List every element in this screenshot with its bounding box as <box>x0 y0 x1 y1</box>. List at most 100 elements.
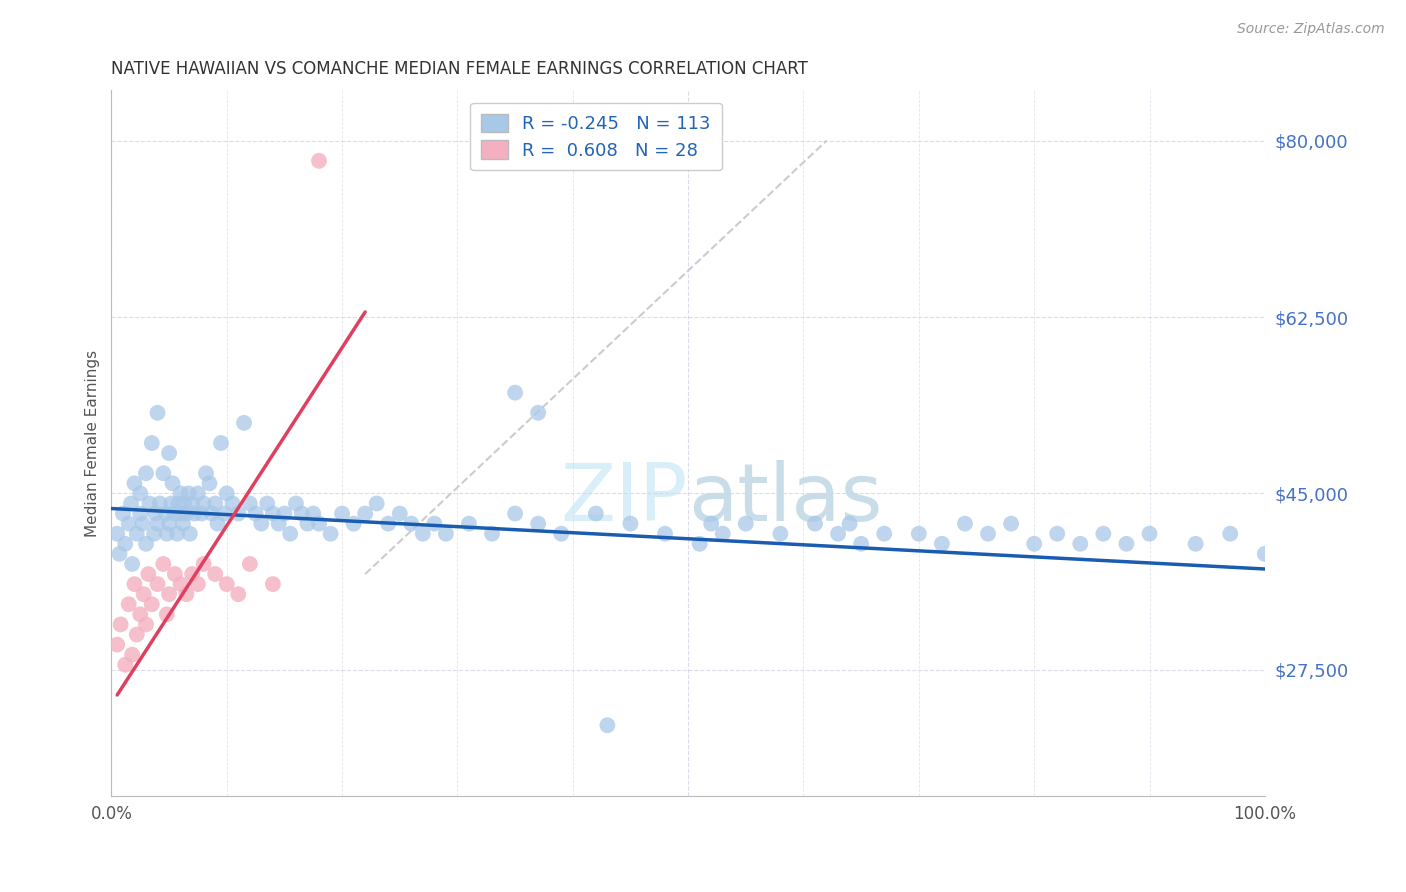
Native Hawaiians <box>143 507 166 521</box>
Comanche <box>125 627 148 641</box>
Native Hawaiians <box>173 496 195 510</box>
Native Hawaiians <box>143 526 166 541</box>
Native Hawaiians <box>1139 526 1161 541</box>
Native Hawaiians <box>226 507 249 521</box>
Native Hawaiians <box>204 496 226 510</box>
Comanche <box>157 587 180 601</box>
Text: atlas: atlas <box>688 460 883 539</box>
Native Hawaiians <box>343 516 366 531</box>
Comanche <box>163 567 186 582</box>
Native Hawaiians <box>176 507 198 521</box>
Native Hawaiians <box>302 507 325 521</box>
Native Hawaiians <box>1115 537 1137 551</box>
Comanche <box>110 617 132 632</box>
Native Hawaiians <box>111 507 134 521</box>
Native Hawaiians <box>207 516 229 531</box>
Text: NATIVE HAWAIIAN VS COMANCHE MEDIAN FEMALE EARNINGS CORRELATION CHART: NATIVE HAWAIIAN VS COMANCHE MEDIAN FEMAL… <box>111 60 808 78</box>
Comanche <box>193 557 215 571</box>
Native Hawaiians <box>308 516 330 531</box>
Native Hawaiians <box>804 516 827 531</box>
Native Hawaiians <box>214 507 236 521</box>
Text: Source: ZipAtlas.com: Source: ZipAtlas.com <box>1237 22 1385 37</box>
Native Hawaiians <box>135 537 157 551</box>
Comanche <box>129 607 152 622</box>
Native Hawaiians <box>172 516 194 531</box>
Native Hawaiians <box>527 406 550 420</box>
Native Hawaiians <box>527 516 550 531</box>
Native Hawaiians <box>233 416 256 430</box>
Comanche <box>135 617 157 632</box>
Native Hawaiians <box>239 496 262 510</box>
Native Hawaiians <box>1069 537 1091 551</box>
Native Hawaiians <box>125 526 148 541</box>
Native Hawaiians <box>118 516 141 531</box>
Native Hawaiians <box>1184 537 1206 551</box>
Native Hawaiians <box>157 516 180 531</box>
Native Hawaiians <box>931 537 953 551</box>
Native Hawaiians <box>401 516 423 531</box>
Native Hawaiians <box>434 526 457 541</box>
Comanche <box>152 557 174 571</box>
Comanche <box>114 657 136 672</box>
Native Hawaiians <box>907 526 929 541</box>
Text: ZIP: ZIP <box>561 460 688 539</box>
Native Hawaiians <box>108 547 131 561</box>
Native Hawaiians <box>131 516 153 531</box>
Native Hawaiians <box>953 516 976 531</box>
Native Hawaiians <box>734 516 756 531</box>
Native Hawaiians <box>179 526 201 541</box>
Native Hawaiians <box>1000 516 1022 531</box>
Comanche <box>146 577 169 591</box>
Native Hawaiians <box>152 467 174 481</box>
Native Hawaiians <box>187 486 209 500</box>
Native Hawaiians <box>114 537 136 551</box>
Native Hawaiians <box>162 476 184 491</box>
Native Hawaiians <box>120 496 142 510</box>
Comanche <box>181 567 204 582</box>
Native Hawaiians <box>284 496 307 510</box>
Native Hawaiians <box>388 507 411 521</box>
Native Hawaiians <box>209 436 232 450</box>
Native Hawaiians <box>423 516 446 531</box>
Native Hawaiians <box>135 467 157 481</box>
Native Hawaiians <box>181 496 204 510</box>
Native Hawaiians <box>129 486 152 500</box>
Native Hawaiians <box>1254 547 1277 561</box>
Native Hawaiians <box>849 537 872 551</box>
Native Hawaiians <box>215 486 238 500</box>
Native Hawaiians <box>330 507 353 521</box>
Native Hawaiians <box>1092 526 1115 541</box>
Native Hawaiians <box>262 507 284 521</box>
Native Hawaiians <box>105 526 128 541</box>
Native Hawaiians <box>221 496 243 510</box>
Native Hawaiians <box>121 557 143 571</box>
Native Hawaiians <box>245 507 267 521</box>
Native Hawaiians <box>156 526 179 541</box>
Native Hawaiians <box>412 526 434 541</box>
Native Hawaiians <box>195 467 218 481</box>
Native Hawaiians <box>596 718 619 732</box>
Native Hawaiians <box>129 507 152 521</box>
Native Hawaiians <box>160 496 183 510</box>
Native Hawaiians <box>273 507 295 521</box>
Native Hawaiians <box>458 516 481 531</box>
Comanche <box>262 577 284 591</box>
Native Hawaiians <box>319 526 342 541</box>
Native Hawaiians <box>977 526 1000 541</box>
Native Hawaiians <box>138 496 160 510</box>
Native Hawaiians <box>193 496 215 510</box>
Native Hawaiians <box>146 406 169 420</box>
Native Hawaiians <box>146 516 169 531</box>
Native Hawaiians <box>163 507 186 521</box>
Native Hawaiians <box>366 496 388 510</box>
Comanche <box>215 577 238 591</box>
Native Hawaiians <box>166 526 188 541</box>
Native Hawaiians <box>585 507 607 521</box>
Comanche <box>308 153 330 168</box>
Native Hawaiians <box>550 526 572 541</box>
Y-axis label: Median Female Earnings: Median Female Earnings <box>86 350 100 537</box>
Comanche <box>136 567 159 582</box>
Comanche <box>226 587 249 601</box>
Native Hawaiians <box>141 436 163 450</box>
Native Hawaiians <box>177 486 200 500</box>
